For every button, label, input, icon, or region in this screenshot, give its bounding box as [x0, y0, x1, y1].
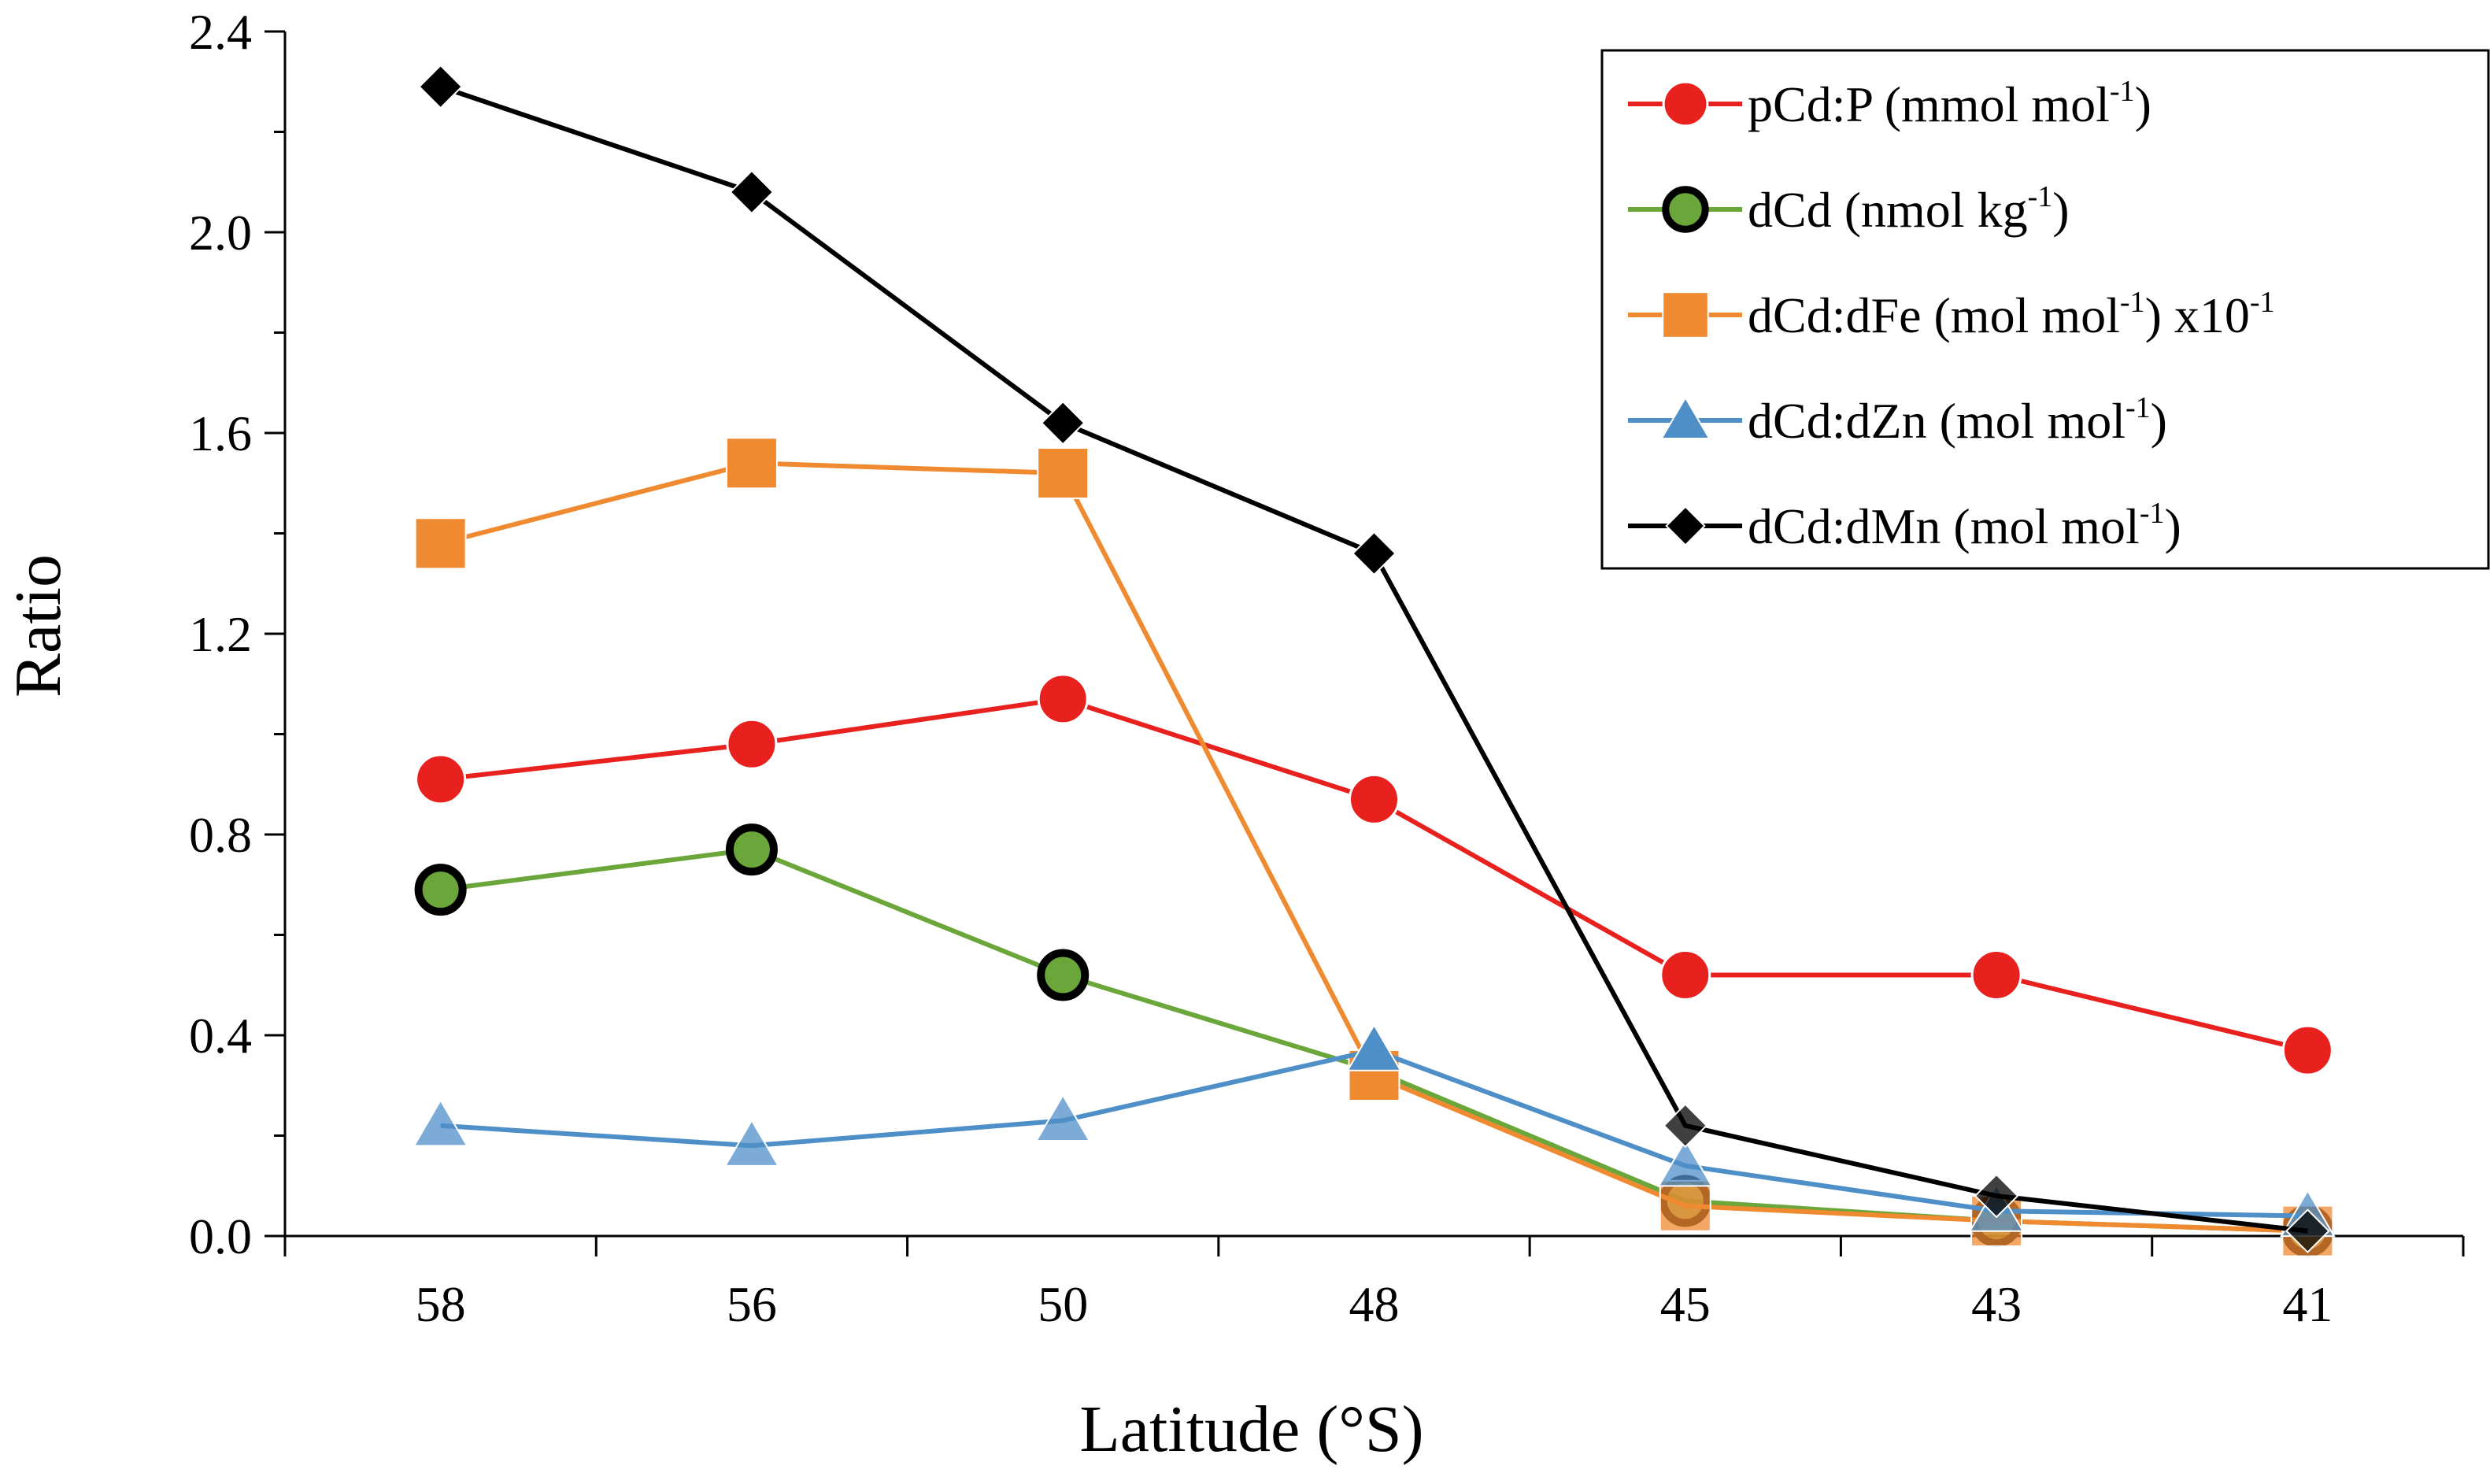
data-point [413, 1098, 468, 1147]
y-tick-label: 1.6 [189, 405, 252, 461]
x-tick-label: 58 [416, 1276, 466, 1332]
series-4 [413, 1023, 2336, 1238]
data-point [725, 823, 778, 876]
legend-marker [1662, 186, 1709, 233]
data-point [1657, 1138, 1714, 1187]
y-tick-label: 0.0 [189, 1208, 252, 1264]
data-point [1349, 773, 1400, 825]
series-1 [415, 673, 2333, 1076]
x-tick-label: 56 [727, 1276, 777, 1332]
x-tick-label: 45 [1660, 1276, 1711, 1332]
y-tick-label: 0.8 [189, 807, 252, 863]
legend-entry-5: dCd:dMn (mol mol-1) [1628, 497, 2181, 554]
data-point [1659, 949, 1711, 1001]
x-tick-label: 50 [1038, 1276, 1088, 1332]
x-tick-label: 48 [1349, 1276, 1400, 1332]
legend-entry-3: dCd:dFe (mol mol-1) x10-1 [1628, 286, 2275, 343]
data-point [1974, 1173, 2019, 1219]
data-point [1663, 1103, 1708, 1149]
data-point [726, 718, 778, 770]
y-tick-label: 2.4 [189, 4, 252, 60]
axes: 0.0 0.4 0.8 1.2 1.6 2.0 2.4 58 56 50 48 45 43 41 [189, 4, 2465, 1332]
data-point [414, 517, 467, 570]
data-point [1037, 447, 1090, 499]
series-5 [418, 64, 2330, 1254]
y-tick-label: 0.4 [189, 1008, 252, 1064]
data-point [418, 64, 464, 109]
data-point [1034, 1094, 1091, 1142]
data-point [2281, 1024, 2333, 1076]
data-point [1659, 1179, 1711, 1232]
data-point [1346, 1023, 1402, 1071]
data-point [414, 864, 467, 916]
y-tick-label: 2.0 [189, 205, 252, 261]
data-point [1037, 673, 1089, 725]
legend-label: dCd (nmol kg-1) [1748, 180, 2070, 238]
series-line [439, 461, 2308, 1234]
data-point [415, 753, 467, 805]
legend-label: dCd:dFe (mol mol-1) x10-1 [1748, 286, 2275, 343]
data-point [1352, 531, 1397, 576]
data-point [1040, 400, 1086, 446]
data-point [1970, 949, 2022, 1001]
legend-marker [1660, 396, 1711, 440]
legend-label: dCd:dZn (mol mol-1) [1748, 391, 2167, 449]
y-axis-title: Ratio [2, 554, 75, 698]
data-point [723, 1119, 780, 1167]
series-line [440, 696, 2309, 1053]
y-tick-label: 1.2 [189, 606, 252, 662]
legend-box [1600, 49, 2490, 570]
series-layer [413, 64, 2336, 1257]
data-point [729, 169, 775, 215]
data-point [1037, 949, 1090, 1001]
data-point [2285, 1208, 2330, 1254]
legend-entry-4: dCd:dZn (mol mol-1) [1628, 391, 2167, 449]
legend-marker [1662, 80, 1709, 128]
x-axis-title: Latitude (°S) [1079, 1393, 1423, 1466]
legend-label: dCd:dMn (mol mol-1) [1748, 497, 2181, 554]
legend-label: pCd:P (mmol mol-1) [1748, 75, 2151, 132]
legend-entry-2: dCd (nmol kg-1) [1628, 180, 2070, 238]
x-tick-label: 41 [2282, 1276, 2333, 1332]
legend-marker [1665, 505, 1706, 546]
legend-marker [1662, 291, 1709, 339]
legend: pCd:P (mmol mol-1) dCd (nmol kg-1) dCd:dFe… [1600, 49, 2490, 570]
x-tick-label: 43 [1971, 1276, 2022, 1332]
legend-entry-1: pCd:P (mmol mol-1) [1628, 75, 2151, 132]
data-point [725, 437, 778, 490]
